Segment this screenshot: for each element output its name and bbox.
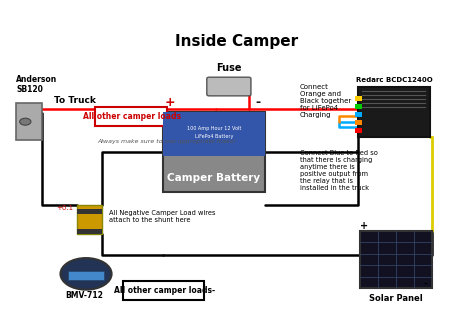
- Bar: [163, 112, 265, 156]
- Text: All Negative Camper Load wires
attach to the shunt here: All Negative Camper Load wires attach to…: [109, 210, 216, 223]
- Text: Solar Panel: Solar Panel: [369, 294, 423, 303]
- Bar: [16, 103, 42, 140]
- Text: LiFePo4 Battery: LiFePo4 Battery: [195, 134, 233, 139]
- Bar: [77, 209, 102, 214]
- Text: To Truck: To Truck: [54, 96, 95, 105]
- Bar: [356, 112, 363, 117]
- Bar: [358, 87, 430, 137]
- Bar: [356, 120, 363, 125]
- Text: BMV-712: BMV-712: [65, 291, 103, 300]
- Bar: [360, 231, 432, 288]
- Text: Anderson
SB120: Anderson SB120: [16, 75, 58, 94]
- Text: Connect
Orange and
Black together
for LiFePo4
Charging: Connect Orange and Black together for Li…: [300, 84, 351, 118]
- Text: All other camper loads-: All other camper loads-: [113, 286, 215, 295]
- Bar: [356, 96, 363, 101]
- Bar: [77, 229, 102, 234]
- Text: +: +: [164, 96, 175, 109]
- Bar: [163, 112, 265, 192]
- Text: -: -: [255, 96, 261, 109]
- Bar: [123, 281, 204, 300]
- Text: -: -: [423, 279, 427, 289]
- Text: Always make sure to use appropriate fuses!: Always make sure to use appropriate fuse…: [98, 139, 237, 144]
- Text: Camper Battery: Camper Battery: [167, 174, 260, 183]
- Text: Redarc BCDC1240O: Redarc BCDC1240O: [356, 77, 432, 83]
- Text: Inside Camper: Inside Camper: [175, 34, 299, 49]
- Bar: [356, 129, 363, 133]
- Bar: [356, 104, 363, 109]
- Circle shape: [20, 118, 31, 125]
- Bar: [95, 107, 167, 126]
- Text: Fuse: Fuse: [216, 63, 242, 73]
- Text: All other camper loads: All other camper loads: [82, 112, 181, 121]
- Text: Connect Blue to Red so
that there is charging
anytime there is
positive output f: Connect Blue to Red so that there is cha…: [300, 151, 378, 191]
- Text: +: +: [360, 221, 368, 232]
- FancyBboxPatch shape: [207, 77, 251, 96]
- Text: +0.1: +0.1: [56, 205, 73, 211]
- Bar: [77, 205, 102, 234]
- Circle shape: [61, 258, 111, 290]
- Bar: [68, 271, 104, 280]
- Text: 100 Amp Hour 12 Volt: 100 Amp Hour 12 Volt: [187, 125, 241, 130]
